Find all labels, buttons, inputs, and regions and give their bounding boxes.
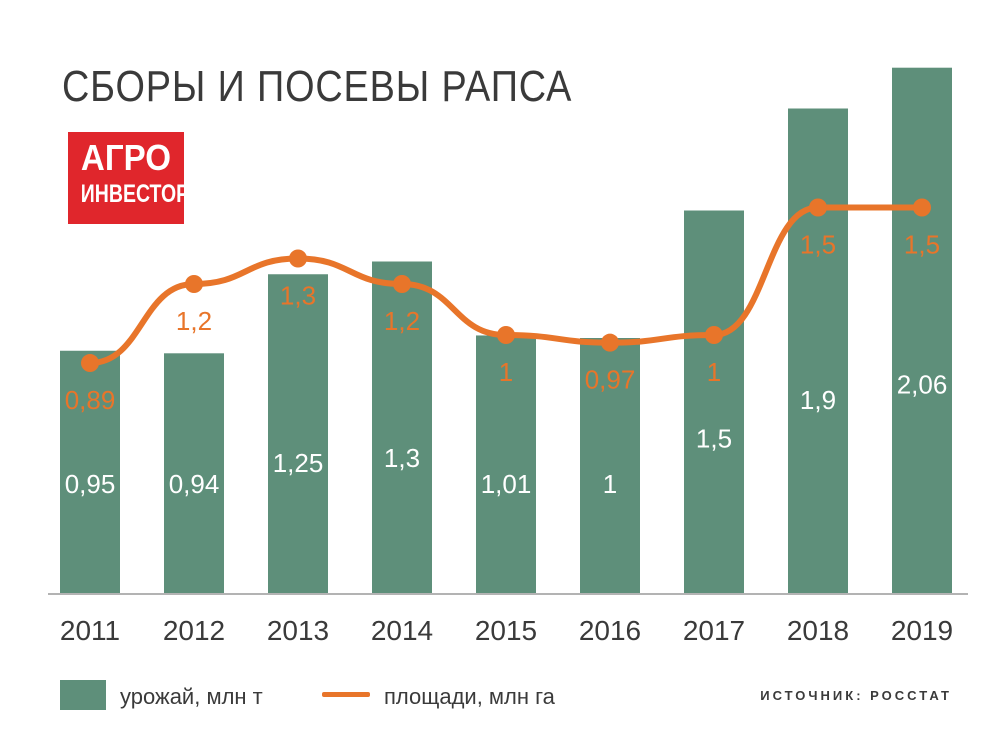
logo-line-1: АГРО	[80, 137, 172, 178]
x-tick-label: 2015	[475, 615, 537, 646]
bar-value-label: 1,25	[273, 448, 324, 478]
logo-line-2: ИНВЕСТОР	[80, 180, 190, 208]
bar	[788, 108, 848, 593]
bar-value-label: 0,94	[169, 469, 220, 499]
bar	[164, 353, 224, 593]
bar	[372, 261, 432, 593]
area-point	[185, 275, 203, 293]
agroinvestor-logo: АГРО ИНВЕСТОР	[68, 132, 190, 224]
bar-value-label: 1,3	[384, 443, 420, 473]
bar-value-label: 1,01	[481, 469, 532, 499]
bar	[268, 274, 328, 593]
bar	[60, 350, 120, 593]
x-tick-label: 2019	[891, 615, 953, 646]
area-point	[601, 333, 619, 352]
x-tick-label: 2018	[787, 615, 849, 646]
source-note: ИСТОЧНИК: РОССТАТ	[760, 688, 952, 703]
legend-label-area: площади, млн га	[384, 684, 555, 709]
legend-label-yield: урожай, млн т	[120, 684, 263, 709]
area-point	[497, 326, 515, 344]
x-tick-label: 2014	[371, 615, 433, 646]
area-value-label: 0,97	[585, 365, 636, 395]
area-value-label: 1	[707, 357, 721, 387]
bar	[684, 210, 744, 593]
area-point	[289, 249, 307, 268]
bar-value-label: 1,9	[800, 385, 836, 415]
area-point	[705, 326, 723, 344]
chart-title: СБОРЫ И ПОСЕВЫ РАПСА	[62, 62, 573, 111]
legend-line-swatch	[322, 692, 370, 697]
area-value-label: 1,2	[384, 306, 420, 336]
bar-value-label: 1	[603, 469, 617, 499]
bar	[476, 335, 536, 593]
area-point	[809, 198, 827, 217]
x-tick-label: 2012	[163, 615, 225, 646]
area-value-label: 1,3	[280, 281, 316, 311]
area-point	[393, 275, 411, 293]
area-value-label: 0,89	[65, 385, 116, 415]
area-point	[81, 354, 99, 373]
x-tick-label: 2013	[267, 615, 329, 646]
area-value-label: 1,5	[800, 230, 836, 260]
bar-value-label: 0,95	[65, 469, 116, 499]
bar	[580, 338, 640, 593]
bar	[892, 67, 952, 593]
bar-value-label: 2,06	[897, 369, 948, 399]
area-point	[913, 198, 931, 217]
x-tick-label: 2016	[579, 615, 641, 646]
area-value-label: 1,2	[176, 306, 212, 336]
bar-value-label: 1,5	[696, 424, 732, 454]
area-value-label: 1,5	[904, 230, 940, 260]
x-tick-label: 2017	[683, 615, 745, 646]
area-value-label: 1	[499, 357, 513, 387]
legend-bar-swatch	[60, 680, 106, 710]
x-tick-label: 2011	[60, 615, 120, 646]
